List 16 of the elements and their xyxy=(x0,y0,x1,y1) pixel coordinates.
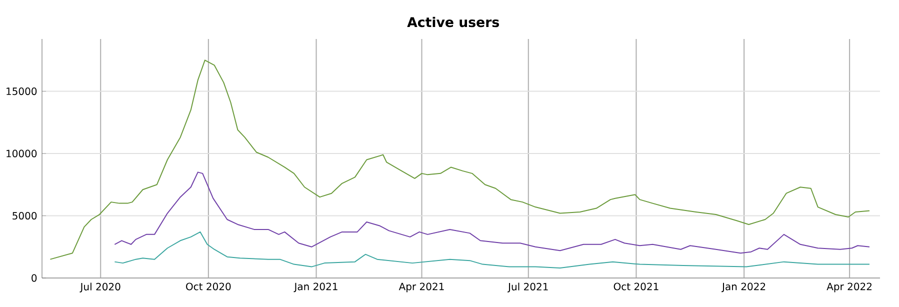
line-series xyxy=(114,231,870,269)
line-series xyxy=(50,60,870,260)
chart-title: Active users xyxy=(407,16,499,28)
y-tick-label: 5000 xyxy=(12,212,37,220)
line-series xyxy=(114,172,870,254)
x-tick-label: Jan 2021 xyxy=(294,282,338,292)
x-tick-label: Jul 2020 xyxy=(80,282,120,292)
x-tick-label: Apr 2021 xyxy=(398,282,444,292)
y-tick-label: 10000 xyxy=(6,150,37,158)
y-tick-label: 15000 xyxy=(6,87,37,96)
x-tick-label: Oct 2021 xyxy=(614,282,658,290)
x-tick-label: Oct 2020 xyxy=(186,282,231,290)
x-tick-label: Jan 2022 xyxy=(722,282,766,292)
x-tick-label: Apr 2022 xyxy=(826,282,872,292)
x-tick-label: Jul 2021 xyxy=(508,282,548,292)
y-tick-label: 0 xyxy=(32,274,37,282)
